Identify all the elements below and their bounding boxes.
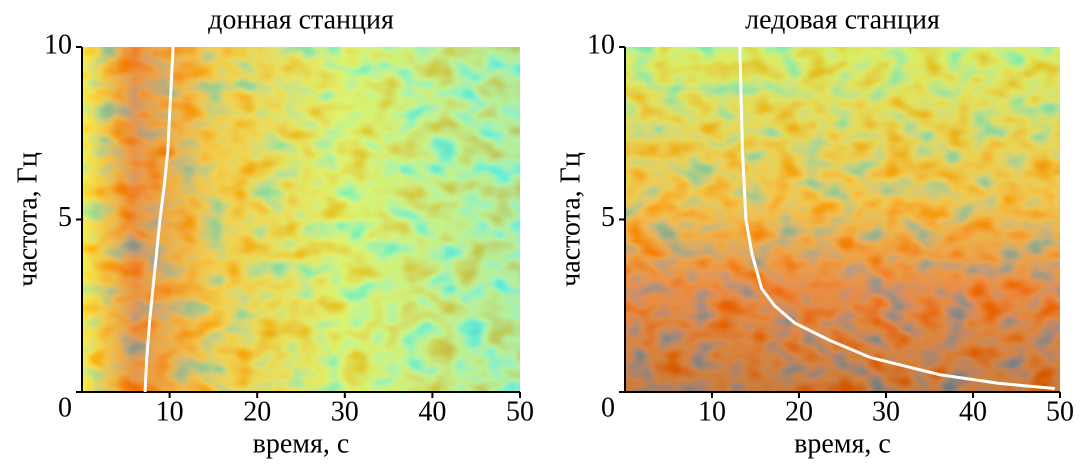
- x-axis-label: время, с: [253, 428, 350, 459]
- y-tick-label: 0: [601, 392, 615, 423]
- y-axis-label: частота, Гц: [12, 152, 43, 287]
- y-tick-label: 10: [587, 29, 615, 60]
- x-tick-label: 50: [1046, 396, 1074, 427]
- x-tick-label: 20: [243, 396, 271, 427]
- figure: донная станция время, с частота, Гц 0 5 10 10 2…: [0, 0, 1082, 464]
- chart-title: ледовая станция: [745, 4, 940, 35]
- x-tick-label: 10: [156, 396, 184, 427]
- y-tick-label: 0: [58, 392, 72, 423]
- x-tick-label: 20: [785, 396, 813, 427]
- x-tick-label: 40: [418, 396, 446, 427]
- y-tick-label: 5: [58, 202, 72, 233]
- x-tick-label: 40: [959, 396, 987, 427]
- x-tick-label: 50: [506, 396, 534, 427]
- y-tick-label: 5: [601, 202, 615, 233]
- x-tick-label: 30: [331, 396, 359, 427]
- y-tick-label: 10: [44, 29, 72, 60]
- spectrogram-texture: [625, 47, 1060, 392]
- x-axis-label: время, с: [794, 428, 891, 459]
- chart-title: донная станция: [208, 4, 394, 35]
- x-tick-label: 30: [872, 396, 900, 427]
- y-axis-label: частота, Гц: [555, 152, 586, 287]
- x-tick-label: 10: [698, 396, 726, 427]
